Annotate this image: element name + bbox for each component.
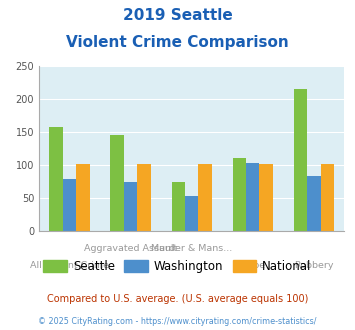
Text: Violent Crime Comparison: Violent Crime Comparison — [66, 35, 289, 50]
Bar — [171, 182, 185, 231]
Text: Rape: Rape — [241, 261, 265, 270]
Bar — [260, 164, 273, 231]
Bar — [76, 164, 90, 231]
Bar — [246, 163, 260, 231]
Bar — [110, 135, 124, 231]
Bar — [49, 127, 63, 231]
Text: 2019 Seattle: 2019 Seattle — [122, 8, 233, 23]
Bar — [321, 164, 334, 231]
Bar — [233, 158, 246, 231]
Bar — [307, 176, 321, 231]
Legend: Seattle, Washington, National: Seattle, Washington, National — [39, 255, 316, 278]
Bar — [294, 89, 307, 231]
Text: © 2025 CityRating.com - https://www.cityrating.com/crime-statistics/: © 2025 CityRating.com - https://www.city… — [38, 317, 317, 326]
Bar — [185, 196, 198, 231]
Text: Compared to U.S. average. (U.S. average equals 100): Compared to U.S. average. (U.S. average … — [47, 294, 308, 304]
Text: Aggravated Assault: Aggravated Assault — [84, 244, 177, 253]
Bar — [63, 179, 76, 231]
Text: All Violent Crime: All Violent Crime — [30, 261, 109, 270]
Bar — [137, 164, 151, 231]
Bar — [198, 164, 212, 231]
Bar — [124, 182, 137, 231]
Text: Murder & Mans...: Murder & Mans... — [151, 244, 232, 253]
Text: Robbery: Robbery — [294, 261, 334, 270]
